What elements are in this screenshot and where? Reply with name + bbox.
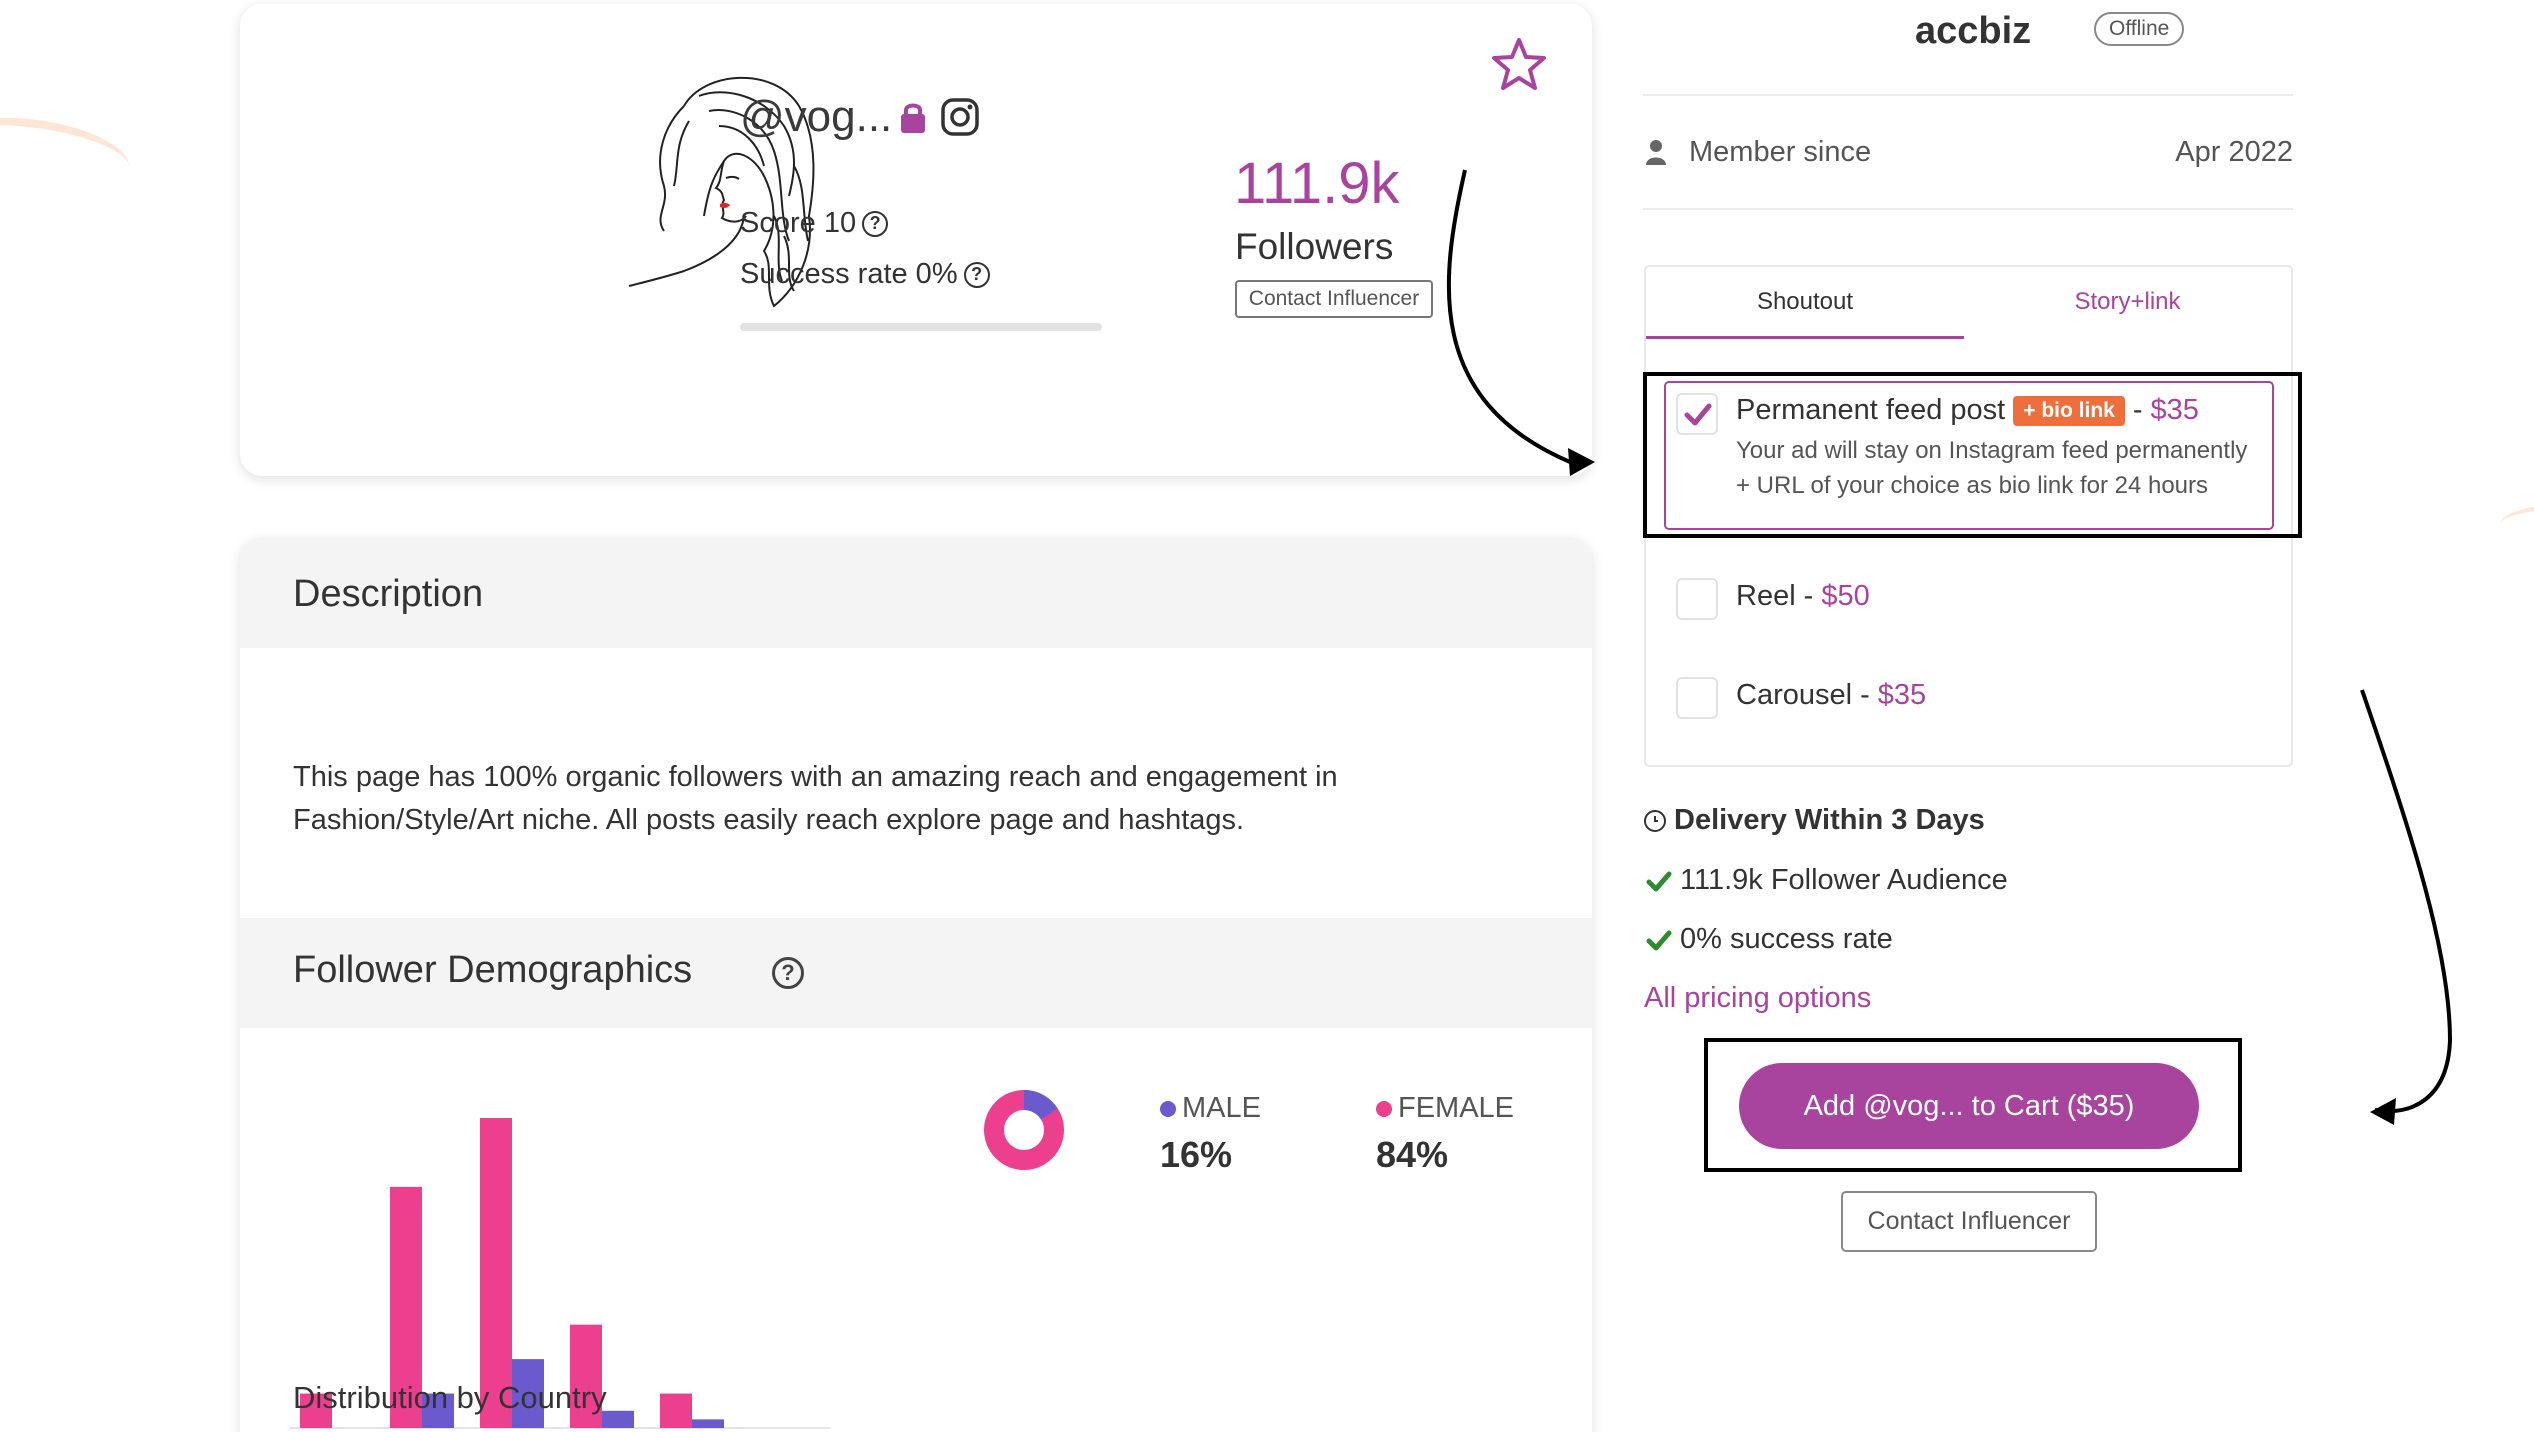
question-icon[interactable]: ? bbox=[963, 261, 990, 288]
male-dot bbox=[1160, 1100, 1176, 1117]
member-since-value: Apr 2022 bbox=[2175, 136, 2293, 168]
success-rate-bar bbox=[740, 323, 1102, 331]
option-price: $50 bbox=[1821, 580, 1870, 612]
option-checkbox-permanent[interactable] bbox=[1676, 393, 1718, 435]
followers-label: Followers bbox=[1235, 226, 1394, 267]
female-legend: FEMALE bbox=[1376, 1092, 1514, 1125]
option-description: Your ad will stay on Instagram feed perm… bbox=[1736, 433, 2247, 503]
option-separator: - bbox=[1860, 679, 1870, 711]
delivery-text: Delivery Within 3 Days bbox=[1674, 804, 1985, 836]
feature-item: 0% success rate bbox=[1646, 923, 1893, 956]
contact-influencer-button[interactable]: Contact Influencer bbox=[1235, 280, 1433, 318]
option-reel[interactable]: Reel - $50 bbox=[1736, 580, 1870, 613]
bar-female-13-17 bbox=[300, 1393, 332, 1428]
bar-male-25-34 bbox=[512, 1359, 544, 1428]
option-separator: - bbox=[2132, 394, 2143, 426]
clock-icon bbox=[1644, 809, 1666, 832]
description-title: Description bbox=[293, 573, 484, 615]
member-since-label: Member since bbox=[1689, 136, 1872, 168]
background-swoosh bbox=[0, 107, 134, 203]
bar-female-45-64 bbox=[660, 1393, 692, 1428]
success-rate-text: Success rate 0% bbox=[740, 258, 958, 290]
option-permanent-feed-post[interactable] bbox=[1664, 381, 2274, 530]
annotation-arrow bbox=[1446, 169, 1595, 476]
instagram-icon[interactable] bbox=[940, 97, 980, 137]
score: Score 10 ? bbox=[740, 207, 889, 240]
success-rate: Success rate 0% ? bbox=[740, 258, 990, 291]
feature-text: 111.9k Follower Audience bbox=[1680, 864, 2008, 896]
option-price: $35 bbox=[2150, 394, 2199, 426]
avatar bbox=[628, 76, 815, 308]
description-text: This page has 100% organic followers wit… bbox=[293, 761, 1338, 836]
contact-influencer-button[interactable]: Contact Influencer bbox=[1841, 1191, 2097, 1252]
lock-icon bbox=[901, 103, 926, 133]
bar-male-45-64 bbox=[692, 1419, 724, 1428]
female-percentage: 84% bbox=[1376, 1134, 1449, 1175]
annotation-arrow bbox=[2360, 689, 2453, 1125]
followers-count: 111.9k bbox=[1234, 151, 1400, 216]
option-title: Permanent feed post bbox=[1736, 394, 2006, 426]
divider bbox=[1643, 94, 2293, 96]
gender-donut-chart bbox=[984, 1090, 1064, 1170]
option-title: Reel bbox=[1736, 580, 1796, 612]
highlight-box bbox=[1704, 1038, 2242, 1172]
demographics-header bbox=[240, 918, 1592, 1028]
female-label: FEMALE bbox=[1398, 1092, 1515, 1124]
seller-name: accbiz bbox=[1915, 10, 2032, 52]
option-separator: - bbox=[1803, 580, 1814, 612]
option-checkbox-reel[interactable] bbox=[1676, 578, 1718, 620]
option-title-row: Permanent feed post + bio link - $35 bbox=[1736, 394, 2199, 427]
delivery-info: Delivery Within 3 Days bbox=[1644, 804, 1985, 837]
check-icon bbox=[1646, 930, 1672, 950]
check-icon bbox=[1684, 403, 1712, 426]
option-title: Carousel bbox=[1736, 679, 1853, 711]
question-icon[interactable]: ? bbox=[862, 210, 889, 237]
highlight-box bbox=[1643, 372, 2302, 538]
feature-item: 111.9k Follower Audience bbox=[1646, 864, 2008, 897]
option-checkbox-carousel[interactable] bbox=[1676, 677, 1718, 719]
feature-text: 0% success rate bbox=[1680, 923, 1893, 955]
all-pricing-options-link[interactable]: All pricing options bbox=[1644, 982, 1872, 1014]
divider bbox=[1643, 208, 2293, 210]
donut-male-slice bbox=[984, 1090, 1064, 1170]
age-bar-chart: 13-1718-2425-3435-4445-6465- bbox=[290, 1118, 830, 1429]
star-icon[interactable] bbox=[1490, 36, 1548, 92]
option-description-line: Your ad will stay on Instagram feed perm… bbox=[1736, 437, 2248, 464]
question-icon[interactable]: ? bbox=[772, 957, 804, 989]
profile-card: @vog... Score 10 ? Success rate 0% ? 111… bbox=[240, 4, 1592, 476]
bio-link-badge: + bio link bbox=[2013, 395, 2125, 426]
score-text: Score 10 bbox=[740, 207, 857, 239]
add-to-cart-button[interactable]: Add @vog... to Cart ($35) bbox=[1739, 1063, 2199, 1149]
male-label: MALE bbox=[1182, 1092, 1261, 1124]
bar-male-35-44 bbox=[602, 1410, 634, 1428]
user-icon bbox=[1646, 140, 1666, 165]
demographics-title: Follower Demographics bbox=[293, 949, 693, 991]
bar-female-35-44 bbox=[570, 1324, 602, 1428]
handle-text: @vog... bbox=[740, 92, 893, 141]
bar-female-18-24 bbox=[390, 1186, 422, 1428]
description-header bbox=[240, 538, 1592, 648]
status-badge: Offline bbox=[2094, 12, 2185, 46]
option-carousel[interactable]: Carousel - $35 bbox=[1736, 679, 1926, 712]
female-dot bbox=[1376, 1100, 1392, 1117]
tab-shoutout[interactable]: Shoutout bbox=[1756, 288, 1854, 315]
background-swoosh bbox=[2500, 505, 2534, 545]
bar-female-25-34 bbox=[480, 1118, 512, 1428]
active-tab-indicator bbox=[1646, 336, 1964, 339]
description-card: Description This page has 100% organic f… bbox=[240, 538, 1592, 1432]
tab-story-link[interactable]: Story+link bbox=[2074, 288, 2181, 315]
option-description-line: + URL of your choice as bio link for 24 … bbox=[1736, 472, 2209, 499]
option-price: $35 bbox=[1877, 679, 1927, 711]
distribution-title: Distribution by Country bbox=[293, 1380, 607, 1415]
bar-male-18-24 bbox=[422, 1393, 454, 1428]
influencer-handle: @vog... bbox=[740, 92, 980, 142]
male-legend: MALE bbox=[1160, 1092, 1261, 1125]
check-icon bbox=[1646, 871, 1672, 891]
male-percentage: 16% bbox=[1160, 1134, 1233, 1175]
